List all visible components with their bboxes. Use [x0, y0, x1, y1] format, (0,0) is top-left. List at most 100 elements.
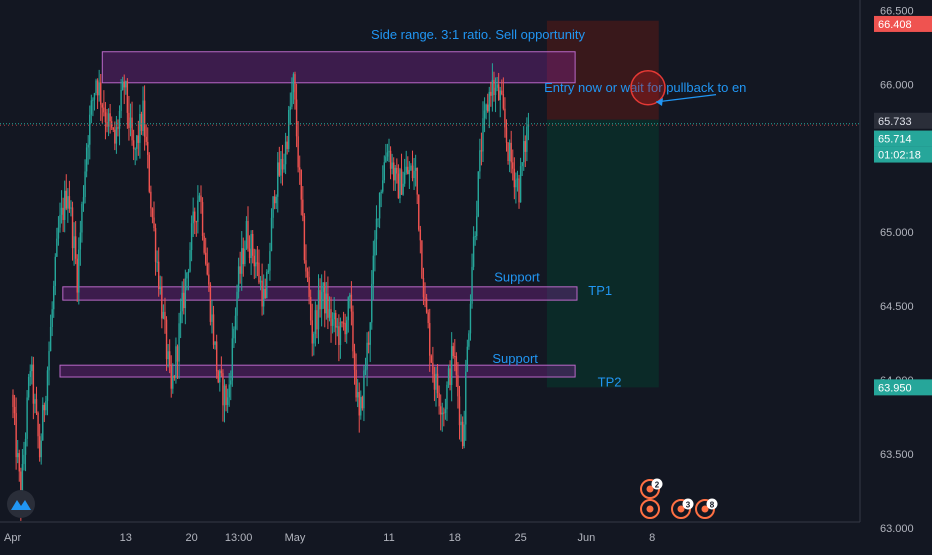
candle-body [98, 82, 100, 96]
candle-body [513, 168, 516, 188]
candle-body [120, 89, 122, 111]
candle-body [518, 178, 520, 203]
event-count-badge [706, 498, 718, 510]
candle-body [422, 277, 425, 298]
candle-body [341, 322, 343, 324]
candle-body [466, 346, 469, 372]
candle-body [436, 373, 439, 394]
candle-body [187, 271, 190, 273]
event-count-label: 3 [686, 501, 691, 510]
candle-body [89, 114, 91, 145]
arrow-head-icon [656, 98, 663, 107]
logo[interactable] [7, 490, 35, 518]
candle-body [433, 374, 436, 390]
candle-body [372, 255, 375, 285]
candle-body [311, 320, 313, 344]
candle-body [76, 258, 78, 293]
event-dot [646, 505, 654, 513]
candle-body [272, 196, 274, 218]
candle-body [51, 309, 53, 328]
y-tick-label: 63.500 [880, 449, 914, 461]
candle-body [338, 326, 340, 345]
candle-body [42, 404, 44, 441]
candle-body [148, 154, 150, 192]
candle-body [65, 190, 67, 209]
take-profit-zone [546, 119, 659, 388]
annotation-label: Support [494, 269, 540, 284]
candle-body [488, 91, 490, 112]
candle-body [170, 364, 172, 389]
candle-body [427, 312, 429, 324]
candle-body [523, 141, 525, 163]
candle-body [29, 371, 31, 377]
candle-body [461, 421, 464, 447]
annotation-label: TP1 [588, 283, 612, 298]
y-tick-label: 63.000 [880, 523, 914, 535]
candle-body [477, 171, 479, 217]
candle-body [167, 351, 169, 360]
price-line-badge: 65.714 [878, 134, 912, 146]
candle-body [186, 272, 188, 279]
candle-body [325, 293, 328, 314]
candle-body [425, 298, 428, 313]
candle-body [438, 393, 440, 407]
candle-body [335, 312, 337, 328]
candle-body [189, 250, 191, 272]
candle-body [26, 397, 28, 439]
candle-body [183, 292, 185, 309]
candle-body [82, 197, 85, 205]
candle-body [450, 346, 453, 385]
candle-body [292, 74, 295, 93]
candle-body [455, 356, 458, 376]
candle-body [418, 194, 420, 230]
candle-body [480, 150, 483, 152]
candle-body [106, 121, 108, 127]
candle-body [382, 180, 384, 192]
candle-body [237, 266, 240, 292]
entry-marker[interactable] [630, 70, 666, 106]
candle-body [286, 141, 288, 149]
candle-body [371, 284, 373, 323]
candle-body [266, 271, 268, 299]
zone-support-2[interactable] [59, 364, 576, 378]
candle-body [339, 322, 342, 345]
candle-body [493, 79, 495, 95]
candle-body [361, 397, 364, 409]
candle-body [247, 221, 249, 249]
candle-body [131, 117, 133, 141]
candle-body [350, 294, 353, 312]
candle-body [320, 291, 323, 310]
candle-body [103, 107, 105, 113]
candle-body [441, 412, 443, 415]
candle-body [380, 191, 382, 193]
candle-body [165, 319, 168, 360]
candle-body [228, 384, 230, 398]
candle-body [342, 322, 345, 324]
candle-body [443, 412, 445, 414]
candle-body [446, 384, 448, 410]
candle-body [93, 93, 96, 100]
candle-body [269, 251, 271, 271]
candle-body [346, 320, 348, 335]
candle-body [324, 282, 326, 314]
candle-body [389, 150, 392, 169]
candle-body [225, 385, 227, 405]
candle-body [115, 127, 118, 144]
candle-body [59, 214, 61, 228]
candle-body [273, 196, 276, 204]
candle-body [516, 178, 519, 180]
x-tick-label: 20 [185, 532, 197, 544]
annotation-label: Entry now or wait for pullback to en [544, 80, 746, 95]
x-tick-label: 13 [120, 532, 132, 544]
candle-body [70, 207, 72, 209]
candle-body [250, 233, 252, 259]
candle-body [15, 413, 17, 458]
candle-body [402, 183, 404, 195]
candle-body [408, 170, 411, 175]
candle-body [195, 221, 197, 223]
candle-body [107, 113, 110, 127]
zone-resistance[interactable] [101, 51, 576, 84]
last-price-badge: 65.733 [878, 116, 912, 128]
